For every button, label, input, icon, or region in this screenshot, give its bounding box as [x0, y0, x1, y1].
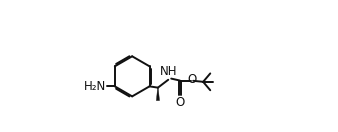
- Text: H₂N: H₂N: [84, 80, 106, 93]
- Text: O: O: [175, 96, 185, 109]
- Text: NH: NH: [160, 65, 178, 78]
- Text: O: O: [187, 73, 196, 86]
- Polygon shape: [156, 88, 160, 101]
